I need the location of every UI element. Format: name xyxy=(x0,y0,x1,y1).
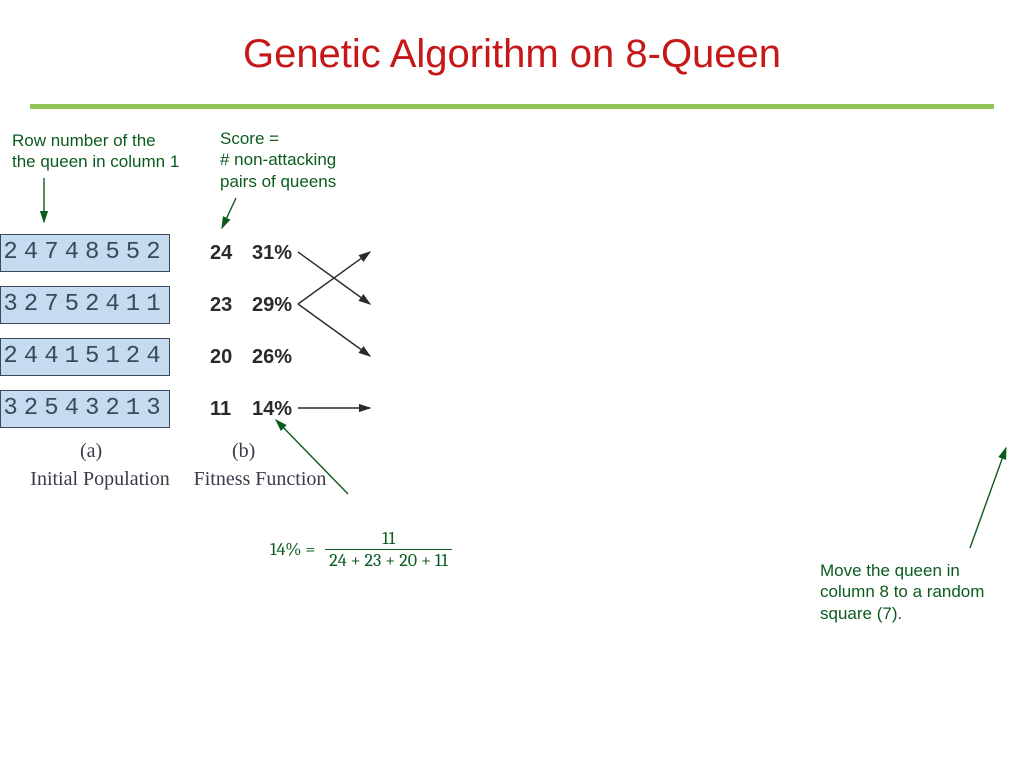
fitness-pct: 31% xyxy=(252,242,292,265)
fitness-score: 24 xyxy=(210,242,232,265)
annotation-score-line3: pairs of queens xyxy=(220,172,336,191)
formula-lhs: 14% = xyxy=(270,539,315,560)
pct-formula: 14% = 11 24 + 23 + 20 + 11 xyxy=(270,528,452,571)
fitness-pct: 14% xyxy=(252,398,292,421)
title-rule xyxy=(30,104,994,109)
column-b-label: Fitness Function xyxy=(190,468,330,491)
chromosome-box: 32543213 xyxy=(0,390,170,428)
formula-numerator: 11 xyxy=(325,528,452,550)
annotation-move-line2: column 8 to a random xyxy=(820,582,984,601)
fitness-score: 11 xyxy=(210,398,231,421)
chromosome-box: 32752411 xyxy=(0,286,170,324)
column-a-label: Initial Population xyxy=(30,468,170,491)
fitness-pct: 26% xyxy=(252,346,292,369)
column-a-letter: (a) xyxy=(80,440,102,463)
page-title: Genetic Algorithm on 8-Queen xyxy=(0,32,1024,77)
annotation-row-line2: the queen in column 1 xyxy=(12,152,179,171)
fitness-score: 20 xyxy=(210,346,232,369)
chromosome-box: 24748552 xyxy=(0,234,170,272)
annotation-move-queen: Move the queen in column 8 to a random s… xyxy=(820,560,984,624)
annotation-move-line3: square (7). xyxy=(820,604,902,623)
annotation-row-line1: Row number of the xyxy=(12,131,156,150)
chromosome-box: 24415124 xyxy=(0,338,170,376)
annotation-score: Score = # non-attacking pairs of queens xyxy=(220,128,336,192)
column-b-letter: (b) xyxy=(232,440,255,463)
fitness-score: 23 xyxy=(210,294,232,317)
formula-fraction: 11 24 + 23 + 20 + 11 xyxy=(325,528,452,571)
formula-denominator: 24 + 23 + 20 + 11 xyxy=(325,550,452,571)
annotation-move-line1: Move the queen in xyxy=(820,561,960,580)
annotation-row-number: Row number of the the queen in column 1 xyxy=(12,130,179,173)
annotation-score-line2: # non-attacking xyxy=(220,150,336,169)
annotation-score-line1: Score = xyxy=(220,129,279,148)
arrows-overlay xyxy=(0,0,1024,768)
fitness-pct: 29% xyxy=(252,294,292,317)
